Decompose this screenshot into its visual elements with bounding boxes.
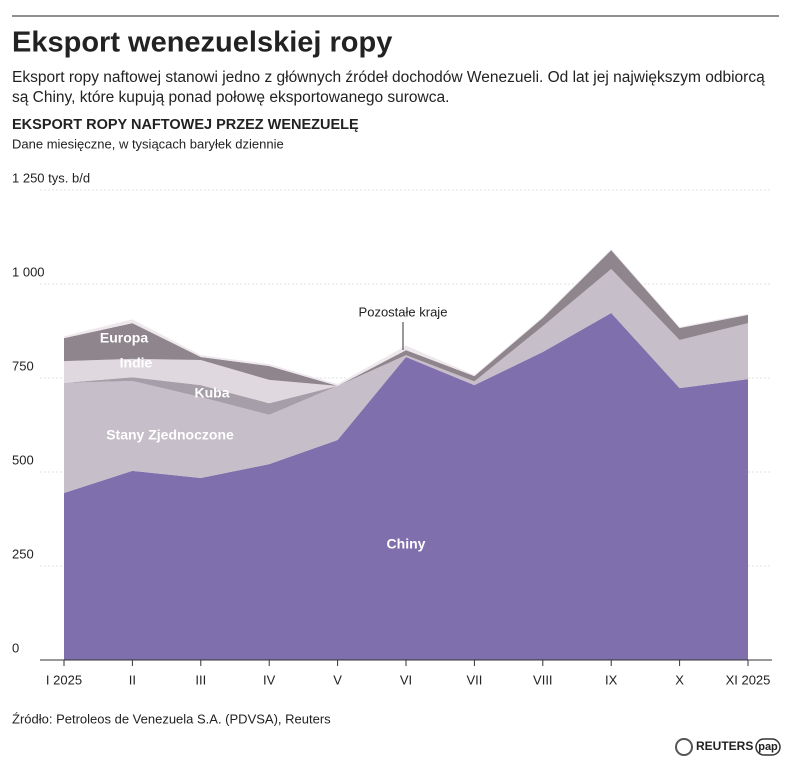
x-tick-label: X [675, 672, 684, 687]
x-tick-label: IV [263, 672, 276, 687]
area [64, 249, 748, 386]
x-tick-label: VIII [533, 672, 553, 687]
chart-title: EKSPORT ROPY NAFTOWEJ PRZEZ WENEZUELĘ [12, 117, 359, 133]
logo: REUTERS [696, 739, 753, 753]
x-tick-label: IX [605, 672, 618, 687]
area [64, 250, 748, 386]
x-tick-label: VI [400, 672, 412, 687]
x-tick-label: III [195, 672, 206, 687]
description: Eksport ropy naftowej stanowi jedno z gł… [12, 69, 765, 86]
y-tick-label: 250 [12, 546, 34, 561]
y-tick-label: 750 [12, 358, 34, 373]
series-label: Pozostałe kraje [359, 304, 448, 319]
y-tick-label: 1 000 [12, 264, 45, 279]
series-label: Indie [120, 355, 153, 371]
x-tick-label: V [333, 672, 342, 687]
x-tick-label: II [129, 672, 136, 687]
series-label: Chiny [387, 536, 426, 552]
headline: Eksport wenezuelskiej ropy [12, 27, 392, 59]
description: są Chiny, które kupują ponad połowę eksp… [12, 89, 449, 106]
x-tick-label: I 2025 [46, 672, 82, 687]
chart-subtitle: Dane miesięczne, w tysiącach baryłek dzi… [12, 136, 284, 151]
series-label: Stany Zjednoczone [106, 427, 234, 443]
reuters-icon [675, 738, 693, 756]
source: Źródło: Petroleos de Venezuela S.A. (PDV… [12, 711, 331, 726]
y-tick-label: 1 250 tys. b/d [12, 170, 90, 185]
area [64, 268, 748, 494]
y-tick-label: 0 [12, 640, 19, 655]
area [64, 312, 748, 660]
x-tick-label: XI 2025 [726, 672, 771, 687]
y-tick-label: 500 [12, 452, 34, 467]
series-label: Kuba [195, 385, 230, 401]
series-label: Europa [100, 330, 148, 346]
pap-logo-frame [755, 738, 781, 756]
logo: pap [758, 741, 778, 753]
x-tick-label: VII [466, 672, 482, 687]
